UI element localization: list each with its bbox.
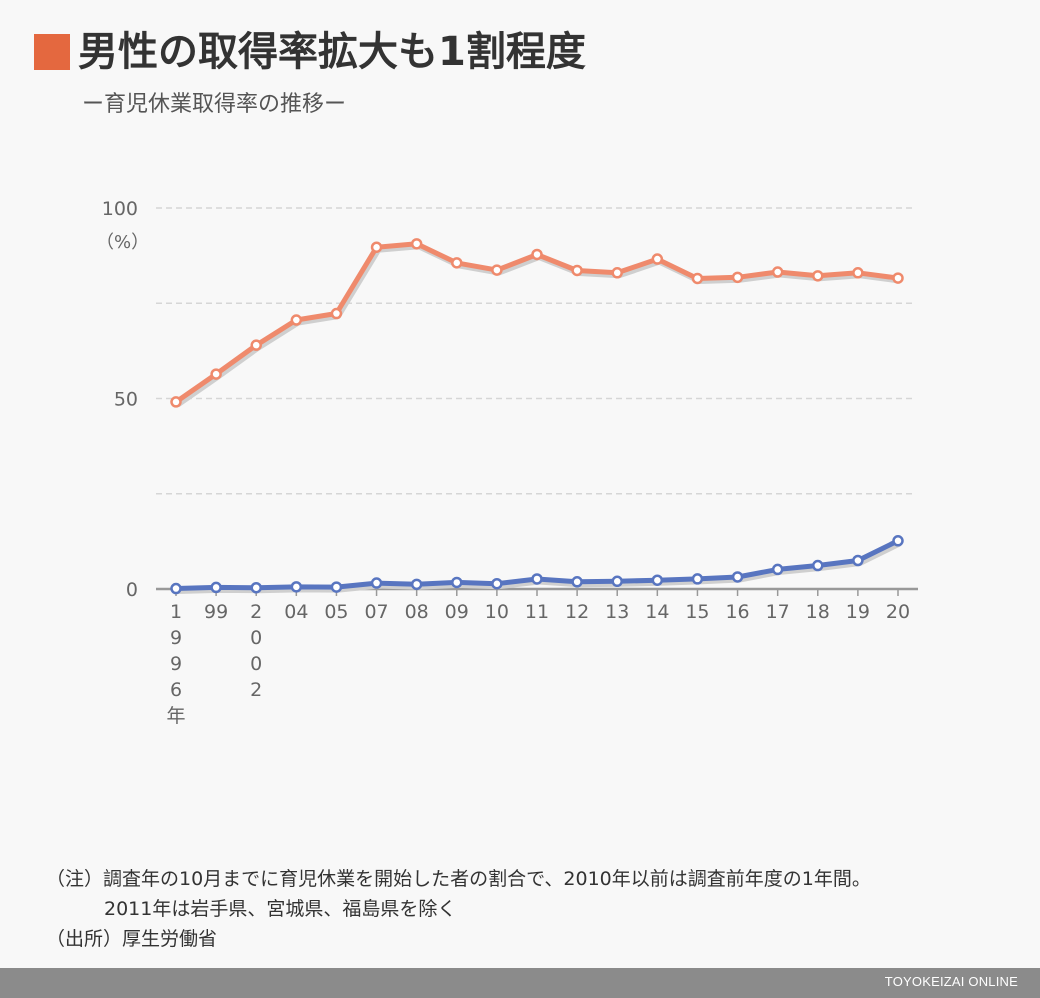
y-axis-label: （%）: [96, 232, 149, 253]
x-tick-label: 12: [565, 601, 589, 623]
x-tick-label: 16: [725, 601, 749, 623]
data-point: [410, 238, 423, 250]
x-tick-label: 2: [250, 601, 262, 623]
data-point: [731, 571, 744, 583]
source-note: （出所）厚生労働省: [46, 928, 218, 950]
note-line-1: （注）調査年の10月までに育児休業を開始した者の割合で、2010年以前は調査前年…: [46, 868, 871, 890]
x-tick-label: 0: [250, 653, 262, 675]
x-tick-label: 13: [605, 601, 629, 623]
site-credit: TOYOKEIZAI ONLINE: [884, 974, 1018, 989]
x-tick-label: 19: [846, 601, 870, 623]
data-point: [250, 581, 262, 594]
data-point: [170, 396, 182, 408]
data-point: [852, 554, 864, 567]
data-point: [771, 266, 784, 278]
data-point: [691, 272, 704, 285]
x-tick-label: 05: [324, 601, 348, 623]
x-tick-label: 0: [250, 627, 262, 649]
x-tick-label: 9: [170, 653, 182, 675]
data-point: [611, 575, 623, 588]
x-tick-label: 07: [364, 601, 388, 623]
data-point: [491, 577, 503, 590]
x-tick-label: 2: [250, 679, 262, 701]
x-tick-label: 04: [284, 601, 308, 623]
page-title: 男性の取得率拡大も1割程度: [78, 29, 586, 75]
data-point: [451, 576, 463, 589]
data-point: [892, 272, 904, 284]
data-point: [210, 581, 222, 594]
data-point: [170, 582, 182, 595]
data-point: [370, 241, 383, 253]
note-line-2: 2011年は岩手県、宮城県、福島県を除く: [104, 898, 457, 920]
data-point: [771, 563, 784, 576]
data-point: [290, 314, 303, 326]
data-point: [892, 535, 904, 547]
data-point: [812, 270, 824, 282]
data-point: [731, 271, 744, 284]
data-point: [531, 248, 543, 261]
x-tick-label: 18: [806, 601, 830, 623]
data-point: [651, 574, 664, 586]
x-tick-label: 9: [170, 627, 182, 649]
x-tick-label: 08: [405, 601, 429, 623]
x-tick-label: 年: [166, 705, 185, 727]
x-tick-label: 99: [204, 601, 228, 623]
data-point: [651, 253, 664, 265]
title-marker: [34, 34, 70, 70]
data-point: [691, 573, 704, 585]
data-point: [410, 578, 423, 591]
data-point: [330, 307, 343, 320]
footer-bar: TOYOKEIZAI ONLINE: [0, 968, 1040, 998]
x-tick-label: 6: [170, 679, 182, 701]
data-point: [210, 368, 222, 380]
x-tick-label: 11: [525, 601, 549, 623]
page-subtitle: ー育児休業取得率の推移ー: [82, 92, 347, 117]
y-tick-label: 0: [126, 579, 138, 601]
x-tick-label: 20: [886, 601, 910, 623]
data-point: [250, 339, 262, 351]
data-point: [571, 264, 583, 277]
data-point: [611, 267, 623, 279]
data-point: [290, 581, 303, 593]
data-point: [571, 576, 583, 588]
data-point: [812, 559, 824, 572]
data-point: [370, 577, 383, 589]
y-tick-label: 100: [102, 198, 138, 220]
data-point: [451, 257, 463, 269]
data-point: [330, 581, 343, 593]
x-tick-label: 10: [485, 601, 509, 623]
x-tick-label: 09: [445, 601, 469, 623]
x-tick-label: 15: [685, 601, 709, 623]
x-tick-label: 14: [645, 601, 669, 623]
x-tick-label: 17: [766, 601, 790, 623]
x-tick-label: 1: [170, 601, 182, 623]
y-tick-label: 50: [114, 389, 138, 411]
series-line-female: [174, 241, 899, 404]
data-point: [491, 264, 503, 276]
data-point: [531, 573, 543, 585]
data-point: [852, 267, 864, 279]
